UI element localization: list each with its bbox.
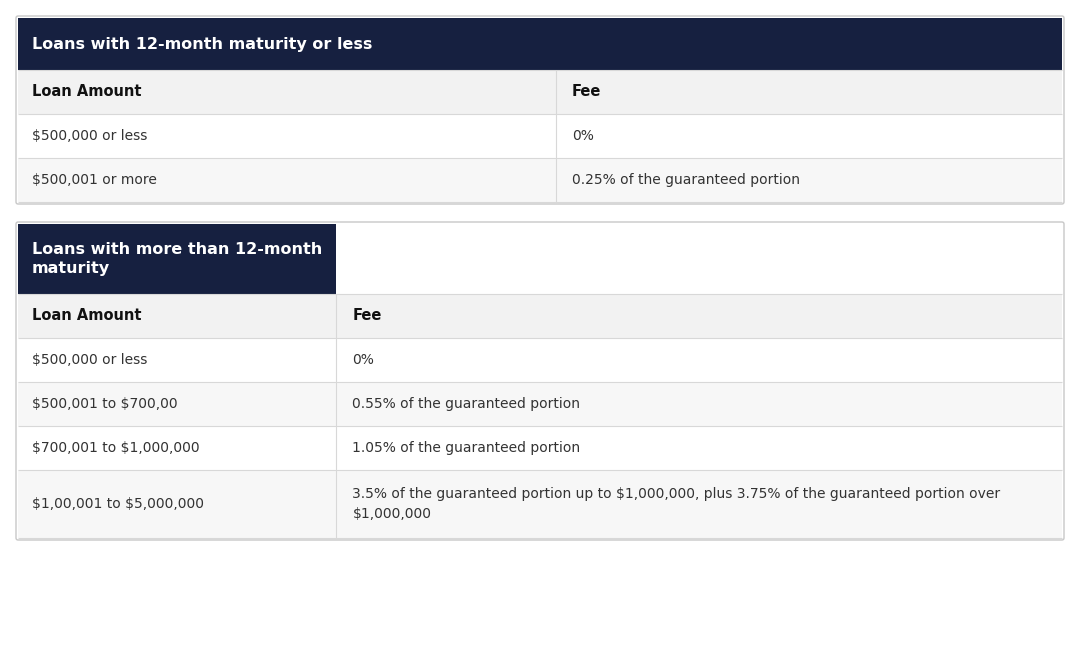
Text: Loans with more than 12-month: Loans with more than 12-month bbox=[32, 241, 322, 256]
Bar bbox=[18, 470, 1062, 538]
Text: Fee: Fee bbox=[352, 308, 382, 324]
Text: 3.5% of the guaranteed portion up to $1,000,000, plus 3.75% of the guaranteed po: 3.5% of the guaranteed portion up to $1,… bbox=[352, 487, 1000, 521]
Bar bbox=[18, 114, 1062, 158]
Bar bbox=[18, 294, 1062, 338]
Text: $500,000 or less: $500,000 or less bbox=[32, 129, 147, 143]
Text: 0.25% of the guaranteed portion: 0.25% of the guaranteed portion bbox=[571, 173, 799, 187]
Bar bbox=[18, 18, 1062, 70]
Text: maturity: maturity bbox=[32, 262, 110, 277]
Bar bbox=[18, 338, 1062, 382]
Text: $500,001 or more: $500,001 or more bbox=[32, 173, 157, 187]
Bar bbox=[18, 224, 337, 294]
Text: 0%: 0% bbox=[352, 353, 375, 367]
Bar bbox=[337, 224, 1062, 294]
Text: $500,001 to $700,00: $500,001 to $700,00 bbox=[32, 397, 177, 411]
Bar bbox=[18, 158, 1062, 202]
Text: Loan Amount: Loan Amount bbox=[32, 84, 141, 100]
Text: Fee: Fee bbox=[571, 84, 602, 100]
Text: $1,00,001 to $5,000,000: $1,00,001 to $5,000,000 bbox=[32, 497, 204, 511]
Bar bbox=[18, 382, 1062, 426]
Text: 0.55% of the guaranteed portion: 0.55% of the guaranteed portion bbox=[352, 397, 580, 411]
Text: Loan Amount: Loan Amount bbox=[32, 308, 141, 324]
Text: 0%: 0% bbox=[571, 129, 594, 143]
Text: $500,000 or less: $500,000 or less bbox=[32, 353, 147, 367]
Bar bbox=[18, 70, 1062, 114]
Text: $700,001 to $1,000,000: $700,001 to $1,000,000 bbox=[32, 441, 200, 455]
Bar bbox=[18, 426, 1062, 470]
Text: 1.05% of the guaranteed portion: 1.05% of the guaranteed portion bbox=[352, 441, 581, 455]
Text: Loans with 12-month maturity or less: Loans with 12-month maturity or less bbox=[32, 36, 373, 51]
